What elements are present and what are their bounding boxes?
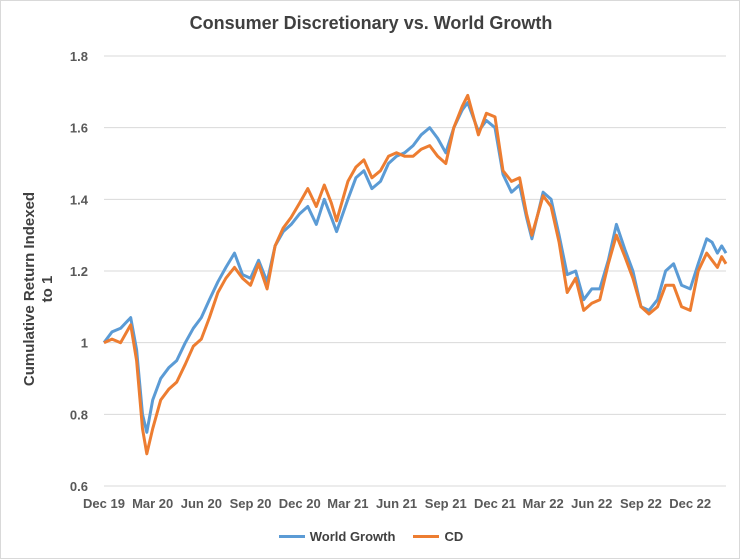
x-tick-label: Dec 19	[83, 496, 125, 511]
legend-item-world-growth: World Growth	[278, 529, 396, 544]
legend-label: CD	[444, 529, 464, 544]
x-tick-label: Dec 22	[669, 496, 711, 511]
x-tick-label: Jun 21	[376, 496, 417, 511]
chart-title: Consumer Discretionary vs. World Growth	[189, 13, 553, 33]
x-tick-label: Sep 20	[230, 496, 272, 511]
y-tick-label: 1.6	[70, 121, 88, 136]
x-tick-label: Mar 22	[522, 496, 563, 511]
x-tick-label: Mar 21	[327, 496, 368, 511]
y-tick-label: 1.2	[70, 264, 88, 279]
x-tick-label: Sep 22	[620, 496, 662, 511]
legend-swatch-cd	[413, 535, 440, 538]
x-tick-label: Jun 22	[571, 496, 612, 511]
legend-item-cd: CD	[413, 529, 463, 544]
x-tick-label: Sep 21	[425, 496, 467, 511]
y-tick-label: 1.8	[70, 49, 88, 64]
x-tick-label: Dec 21	[474, 496, 516, 511]
series-line-cd	[103, 93, 728, 456]
x-tick-label: Mar 20	[132, 496, 173, 511]
x-tick-label: Dec 20	[279, 496, 321, 511]
y-tick-label: 1.4	[70, 192, 89, 207]
y-tick-label: 0.6	[70, 479, 88, 494]
y-tick-label: 1	[81, 336, 88, 351]
y-tick-label: 0.8	[70, 407, 88, 422]
legend: World Growth CD	[1, 529, 740, 544]
series-line-world-growth	[102, 101, 728, 434]
legend-swatch-world-growth	[278, 535, 305, 538]
x-tick-label: Jun 20	[181, 496, 222, 511]
legend-label: World Growth	[309, 529, 396, 544]
